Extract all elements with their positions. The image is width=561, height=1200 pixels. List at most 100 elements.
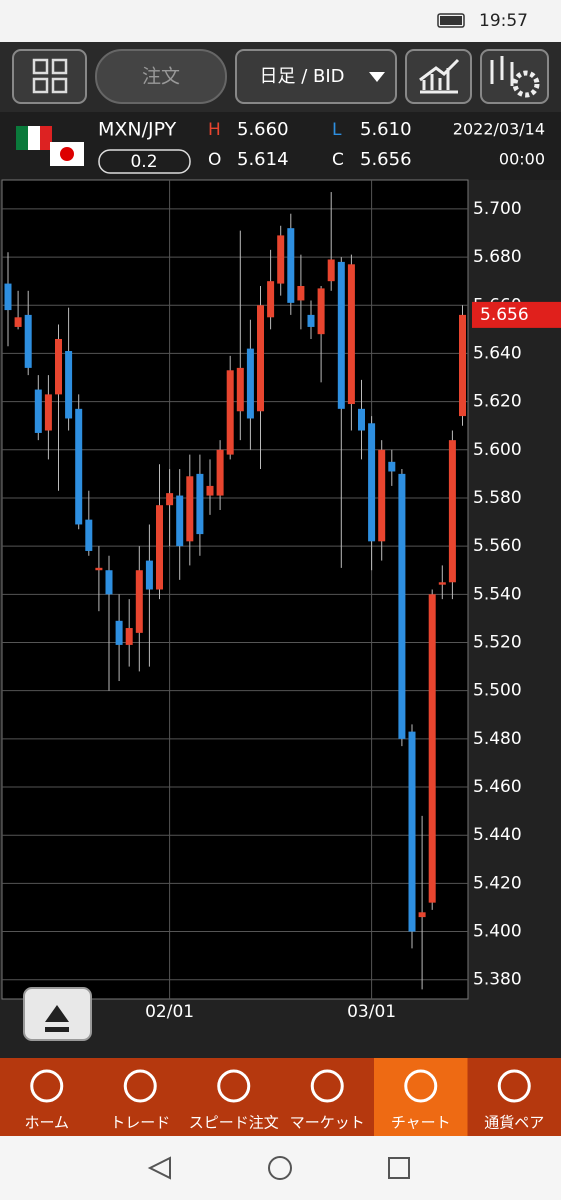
tab-label[interactable]: トレード [110, 1114, 170, 1132]
y-tick-label: 5.500 [473, 681, 522, 701]
x-tick-label: 02/01 [145, 1002, 194, 1022]
tab-label[interactable]: チャート [391, 1114, 451, 1132]
tab-label[interactable]: マーケット [290, 1114, 365, 1132]
currency-pair: MXN/JPY [98, 119, 177, 141]
y-tick-label: 5.640 [473, 343, 522, 363]
dropdown-arrow [369, 72, 385, 82]
tab-icon [404, 1069, 438, 1103]
candle-body [105, 570, 113, 595]
candle-body [257, 305, 264, 412]
quote-date: 2022/03/14 [453, 120, 545, 139]
price-tag [472, 301, 561, 328]
candle-body [287, 228, 295, 303]
nav-tabs: ホーム トレード スピード注文 マーケット チャート 通貨ペア [24, 1058, 544, 1136]
candle-body [125, 628, 133, 645]
x-tick-label: 03/01 [347, 1002, 396, 1022]
candle-body [428, 594, 436, 903]
flag-mx-green [16, 126, 28, 150]
high-value: 5.660 [237, 119, 289, 140]
tab-icon [30, 1069, 64, 1103]
recents-button[interactable] [388, 1157, 410, 1179]
candle-body [166, 493, 174, 506]
tab-icon [310, 1069, 344, 1103]
menu-button[interactable] [12, 49, 87, 104]
flag-mx-red [40, 126, 52, 150]
flag-jp-sun [60, 147, 74, 161]
clock: 19:57 [479, 11, 528, 31]
high-label: H [208, 120, 221, 140]
candle-body [307, 314, 315, 327]
low-value: 5.610 [360, 119, 412, 140]
candle-body [65, 351, 73, 419]
candle-body [196, 473, 204, 535]
y-tick-label: 5.400 [473, 922, 522, 942]
candle-body [317, 288, 325, 335]
y-tick-label: 5.620 [473, 392, 522, 412]
plot-area [1, 179, 469, 1000]
y-tick-label: 5.600 [473, 440, 522, 460]
tab-icon [497, 1069, 531, 1103]
candle-body [438, 582, 446, 585]
candle-body [186, 476, 194, 542]
candle-body [378, 449, 386, 542]
candle-body [408, 731, 416, 932]
candle-body [176, 495, 184, 547]
y-tick-label: 5.440 [473, 825, 522, 845]
candle-body [34, 389, 42, 433]
candle-body [226, 370, 234, 455]
period-label: 日足 / BID [259, 66, 344, 87]
candle-body [216, 449, 224, 496]
indicator-button[interactable] [405, 49, 472, 104]
tab-label[interactable]: スピード注文 [189, 1114, 279, 1132]
period-selector[interactable] [235, 49, 397, 104]
chart-icon [419, 58, 460, 94]
y-tick-label: 5.580 [473, 488, 522, 508]
order-label: 注文 [142, 66, 180, 88]
candle-icon [490, 56, 514, 86]
low-label: L [332, 120, 342, 140]
candle-body [459, 314, 466, 417]
settings-button[interactable] [480, 49, 549, 104]
candle-body [277, 235, 285, 284]
candle-body [388, 461, 396, 472]
quote-bar [0, 112, 561, 180]
tab-label[interactable]: ホーム [24, 1114, 69, 1132]
candle-body [418, 912, 426, 918]
battery [437, 13, 465, 28]
back-button[interactable] [147, 1156, 171, 1180]
status-bar [0, 0, 561, 42]
candle-body [448, 440, 456, 583]
spread: 0.2 [130, 152, 157, 172]
home-button[interactable] [268, 1156, 292, 1180]
price-tag-label: 5.656 [480, 305, 529, 325]
candle-body [236, 367, 244, 412]
y-tick-label: 5.460 [473, 777, 522, 797]
candle-body [75, 408, 83, 525]
candle-body [44, 394, 52, 431]
candle-body [135, 570, 143, 633]
candle-body [246, 348, 254, 419]
y-tick-label: 5.540 [473, 584, 522, 604]
close-label: C [332, 150, 344, 170]
candle-body [398, 473, 406, 739]
plot: 5.380 5.400 5.420 5.440 5.460 5.480 5.500 5.520… [2, 180, 561, 999]
order-button[interactable] [95, 49, 227, 104]
y-tick-label: 5.700 [473, 199, 522, 219]
tab-icon [123, 1069, 157, 1103]
eject-icon [45, 1005, 69, 1032]
system-nav [0, 1136, 561, 1200]
candle-body [267, 281, 275, 318]
tab-label[interactable]: 通貨ペア [484, 1114, 544, 1132]
y-tick-label: 5.680 [473, 247, 522, 267]
close-value: 5.656 [360, 149, 412, 170]
tab-icon [217, 1069, 251, 1103]
candle-body [95, 567, 103, 571]
candle-body [327, 259, 335, 282]
quote-time: 00:00 [499, 150, 545, 169]
candle-body [145, 560, 153, 590]
candle-body [85, 519, 93, 551]
candle-body [156, 505, 163, 590]
candle-body [115, 620, 123, 645]
